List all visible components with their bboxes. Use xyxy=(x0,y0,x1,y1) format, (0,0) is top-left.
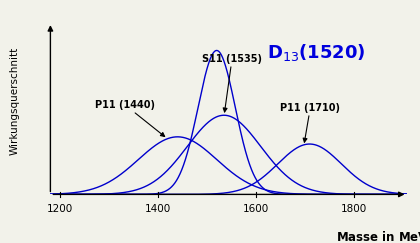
Text: 1200: 1200 xyxy=(47,204,74,214)
Text: P11 (1710): P11 (1710) xyxy=(280,103,340,142)
Text: S11 (1535): S11 (1535) xyxy=(202,54,262,112)
Text: Wirkungsquerschnitt: Wirkungsquerschnitt xyxy=(10,47,20,155)
Text: Masse in MeV/c$^2$: Masse in MeV/c$^2$ xyxy=(336,228,420,243)
Text: 1800: 1800 xyxy=(341,204,367,214)
Text: 1600: 1600 xyxy=(243,204,269,214)
Text: 1400: 1400 xyxy=(145,204,171,214)
Text: P11 (1440): P11 (1440) xyxy=(95,100,165,137)
Text: D$_{13}$(1520): D$_{13}$(1520) xyxy=(267,42,366,63)
